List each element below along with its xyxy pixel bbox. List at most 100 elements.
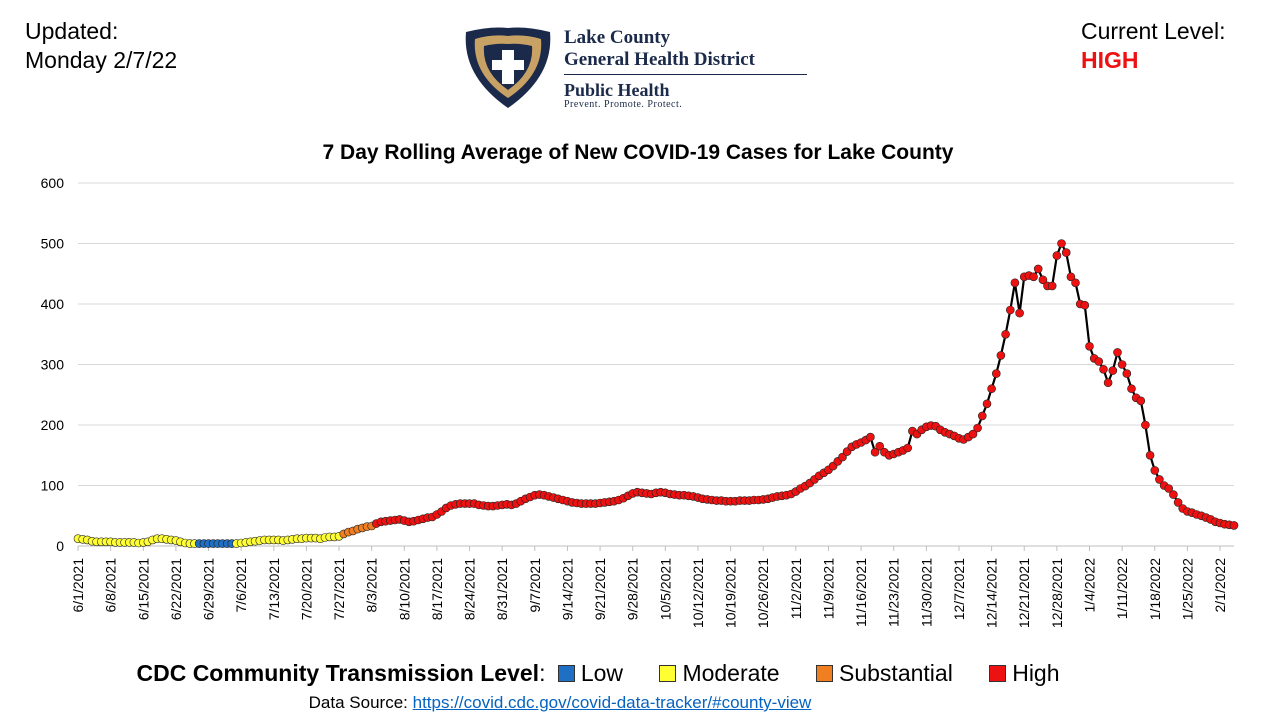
data-point	[1033, 264, 1043, 274]
data-point	[991, 369, 1001, 378]
logo-line-1: Lake County	[564, 27, 671, 48]
data-point	[1085, 342, 1094, 351]
data-point	[1145, 450, 1155, 460]
data-point	[1127, 384, 1136, 393]
current-level-block: Current Level: HIGH	[1081, 17, 1225, 75]
x-tick-label: 6/8/2021	[103, 558, 119, 613]
data-source-link[interactable]: https://covid.cdc.gov/covid-data-tracker…	[412, 693, 812, 712]
health-district-logo	[462, 24, 812, 112]
legend-label-high: High	[1012, 660, 1060, 686]
updated-date: Monday 2/7/22	[25, 47, 178, 73]
data-point	[1061, 248, 1071, 257]
updated-label: Updated:	[25, 18, 119, 44]
updated-block: Updated: Monday 2/7/22	[25, 17, 177, 75]
legend-title: CDC Community Transmission Level	[136, 660, 540, 686]
x-tick-label: 12/21/2021	[1016, 558, 1032, 628]
data-point	[1155, 475, 1164, 484]
data-point	[1066, 272, 1076, 282]
data-point	[1099, 365, 1108, 374]
data-point	[1005, 305, 1015, 315]
data-point	[973, 423, 982, 433]
data-point	[1071, 278, 1080, 288]
x-tick-label: 11/2/2021	[788, 558, 804, 619]
data-point	[982, 399, 992, 409]
x-tick-label: 12/14/2021	[984, 558, 1000, 628]
x-tick-label: 1/4/2022	[1082, 558, 1098, 613]
x-tick-label: 10/26/2021	[755, 558, 771, 628]
current-level-label: Current Level:	[1081, 18, 1226, 44]
x-tick-label: 8/17/2021	[429, 558, 445, 620]
data-point	[968, 429, 978, 439]
x-tick-label: 7/20/2021	[298, 558, 314, 620]
data-source-label: Data Source:	[308, 693, 413, 712]
y-tick-label: 0	[56, 538, 64, 554]
logo-line-3: Public Health	[564, 80, 670, 100]
x-tick-label: 8/10/2021	[396, 558, 412, 620]
logo-line-2: General Health District	[564, 49, 756, 70]
data-point	[1052, 251, 1062, 260]
y-tick-label: 100	[41, 478, 65, 494]
y-tick-label: 200	[41, 417, 65, 433]
data-point	[1229, 521, 1239, 530]
data-source: Data Source: https://covid.cdc.gov/covid…	[0, 693, 1120, 713]
data-point	[1103, 378, 1113, 387]
shield-icon	[465, 27, 551, 108]
x-tick-label: 1/25/2022	[1179, 558, 1195, 620]
x-tick-label: 8/3/2021	[364, 558, 380, 613]
data-point	[866, 432, 875, 442]
x-tick-label: 7/13/2021	[266, 558, 282, 620]
data-point	[1164, 484, 1173, 493]
x-tick-label: 2/1/2022	[1212, 558, 1228, 613]
data-point	[1173, 498, 1183, 507]
data-point	[1117, 360, 1127, 369]
x-tick-label: 1/18/2022	[1147, 558, 1163, 620]
x-tick-label: 12/7/2021	[951, 558, 967, 620]
logo-divider	[564, 74, 807, 75]
data-point	[870, 447, 880, 457]
legend-item-moderate: Moderate	[653, 660, 780, 686]
x-tick-label: 10/5/2021	[657, 558, 673, 620]
data-point	[1108, 366, 1118, 375]
data-point	[875, 441, 885, 451]
cases-line-chart: 0 100 200 300 400 500 600 6/1/2021 6/8/2021 6/15/…	[41, 175, 1239, 628]
x-tick-label: 9/28/2021	[625, 558, 641, 620]
legend-colon: :	[539, 660, 546, 686]
x-tick-label: 1/11/2022	[1114, 558, 1130, 619]
x-tick-label: 6/1/2021	[70, 558, 86, 613]
x-tick-label: 6/29/2021	[201, 558, 217, 620]
data-point	[1057, 239, 1066, 248]
data-point	[1080, 300, 1090, 310]
data-point	[1038, 275, 1048, 285]
x-tick-label: 9/7/2021	[527, 558, 543, 613]
y-tick-label: 600	[41, 175, 65, 191]
data-point	[1136, 396, 1146, 406]
x-tick-label: 11/16/2021	[853, 558, 869, 627]
data-point	[838, 452, 847, 462]
x-tick-label: 8/24/2021	[462, 558, 478, 620]
x-tick-label: 7/27/2021	[331, 558, 347, 620]
data-point	[1122, 369, 1132, 378]
data-point	[987, 384, 996, 393]
data-point	[1047, 281, 1057, 291]
data-point	[1094, 357, 1104, 366]
data-point	[1169, 490, 1178, 499]
x-tick-label: 12/28/2021	[1049, 558, 1065, 628]
data-point	[1001, 330, 1010, 339]
data-point	[1141, 420, 1150, 430]
x-tick-label: 11/23/2021	[886, 558, 902, 627]
legend: CDC Community Transmission Level: Low Mo…	[0, 660, 1220, 687]
x-tick-label: 11/9/2021	[820, 558, 836, 619]
data-point	[1113, 348, 1122, 357]
data-point	[977, 411, 987, 421]
legend-item-low: Low	[552, 660, 623, 686]
data-point	[903, 443, 913, 453]
legend-item-high: High	[983, 660, 1060, 686]
logo-tagline: Prevent. Promote. Protect.	[564, 99, 683, 110]
legend-label-substantial: Substantial	[839, 660, 953, 686]
legend-swatch-substantial	[816, 665, 833, 682]
x-tick-label: 6/22/2021	[168, 558, 184, 620]
series-line	[77, 242, 1235, 545]
legend-swatch-low	[557, 665, 575, 682]
x-tick-label: 9/21/2021	[592, 558, 608, 620]
legend-item-substantial: Substantial	[810, 660, 953, 686]
